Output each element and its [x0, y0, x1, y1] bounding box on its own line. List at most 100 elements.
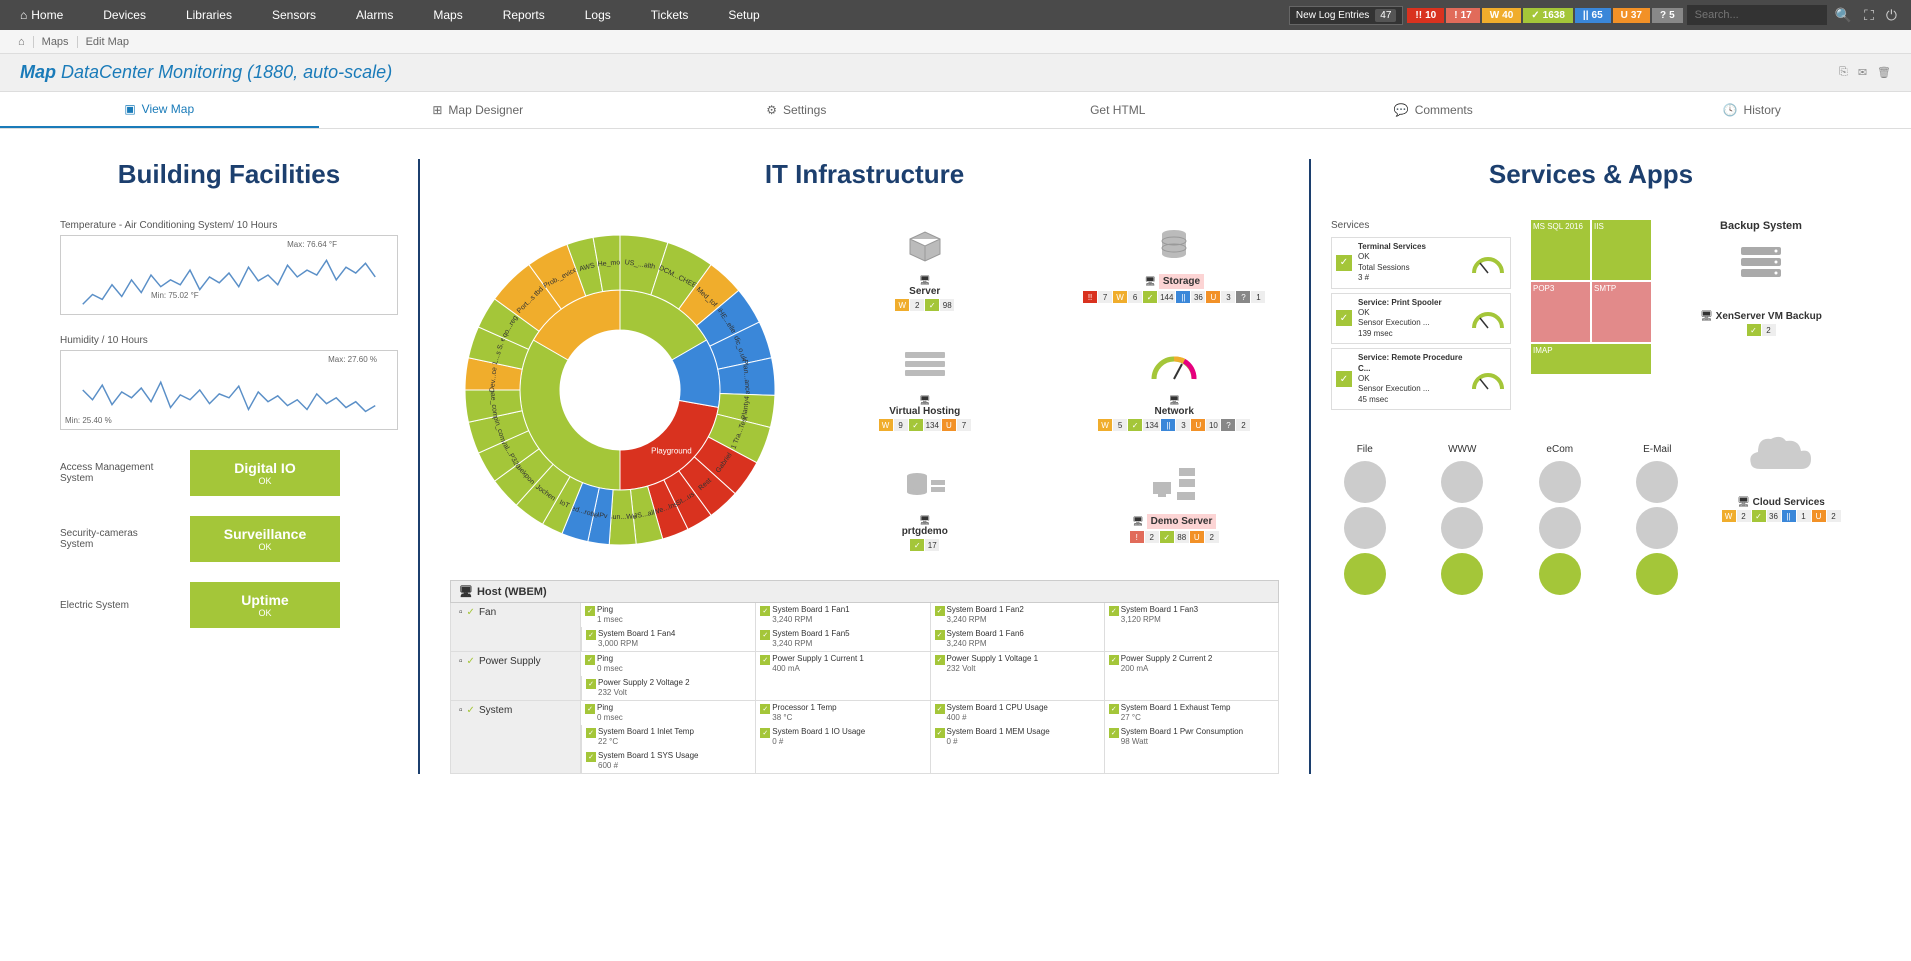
export-icon[interactable]: ⎘ — [1839, 66, 1848, 79]
log-entries[interactable]: New Log Entries 47 — [1289, 6, 1404, 25]
system-status-box[interactable]: UptimeOK — [190, 582, 340, 628]
service-item[interactable]: ✓ Service: Remote Procedure C...OKSensor… — [1331, 348, 1511, 410]
nav-home[interactable]: ⌂ Home — [0, 0, 83, 30]
expand-icon[interactable]: ▫ — [459, 607, 463, 618]
it-item[interactable]: 🖥 Server W2✓98 — [820, 220, 1030, 320]
status-badge[interactable]: W40 — [1482, 8, 1522, 23]
traffic-light[interactable]: E-Mail — [1636, 444, 1678, 595]
host-cat-label[interactable]: ▫✓ Fan — [451, 603, 581, 651]
service-item[interactable]: ✓ Terminal ServicesOKTotal Sessions3 # — [1331, 237, 1511, 289]
tree-cell[interactable]: IMAP — [1531, 344, 1651, 374]
sensor-cell[interactable]: ✓System Board 1 Fan53,240 RPM — [755, 627, 929, 651]
host-cat-label[interactable]: ▫✓ System — [451, 701, 581, 773]
humidity-chart[interactable]: Max: 27.60 % Min: 25.40 % — [60, 350, 398, 430]
delete-icon[interactable]: 🗑 — [1877, 66, 1891, 79]
expand-icon[interactable]: ▫ — [459, 656, 463, 667]
sensor-cell[interactable]: ✓System Board 1 Inlet Temp22 °C — [581, 725, 755, 749]
host-header[interactable]: 🖥 Host (WBEM) — [450, 580, 1279, 603]
tree-cell[interactable]: MS SQL 2016 — [1531, 220, 1590, 280]
tree-cell[interactable]: SMTP — [1592, 282, 1651, 342]
backup-item[interactable]: 🖥 XenServer VM Backup — [1671, 311, 1851, 322]
sensor-cell[interactable]: ✓Ping0 msec — [581, 701, 755, 725]
host-cat-label[interactable]: ▫✓ Power Supply — [451, 652, 581, 700]
sensor-cell[interactable]: ✓System Board 1 Fan33,120 RPM — [1104, 603, 1278, 627]
sensor-cell[interactable]: ✓System Board 1 Pwr Consumption98 Watt — [1104, 725, 1278, 749]
sensor-cell[interactable]: ✓Power Supply 2 Voltage 2232 Volt — [581, 676, 755, 700]
sensor-cell[interactable]: ✓Ping1 msec — [581, 603, 755, 627]
sunburst-chart[interactable]: PlaygroundUS_...althDCM...CHEEMed_tofiHE… — [450, 220, 790, 560]
fullscreen-icon[interactable]: ⛶ — [1860, 7, 1878, 24]
tab[interactable]: Get HTML — [956, 92, 1275, 128]
sensor-cell[interactable]: ✓System Board 1 Fan43,000 RPM — [581, 627, 755, 651]
search-input[interactable] — [1687, 5, 1827, 25]
status-badge[interactable]: ?5 — [1652, 8, 1683, 23]
nav-item[interactable]: Libraries — [166, 0, 252, 30]
breadcrumb-item[interactable]: Edit Map — [78, 36, 137, 48]
power-icon[interactable]: ⏻ — [1882, 7, 1901, 24]
status-badge[interactable]: U37 — [1613, 8, 1650, 23]
breadcrumb-home-icon[interactable]: ⌂ — [10, 36, 34, 48]
status-badge[interactable]: ||65 — [1575, 8, 1611, 23]
nav-item[interactable]: Logs — [565, 0, 631, 30]
tree-cell[interactable]: IIS — [1592, 220, 1651, 280]
sensor-cell[interactable]: ✓Power Supply 2 Current 2200 mA — [1104, 652, 1278, 676]
db-icon — [820, 460, 1030, 508]
nav-home-label: Home — [31, 8, 63, 22]
tab[interactable]: ⚙Settings — [637, 92, 956, 128]
device-icon: 🖥 — [1169, 395, 1180, 405]
nav-item[interactable]: Alarms — [336, 0, 413, 30]
it-item[interactable]: 🖥 prtgdemo ✓17 — [820, 460, 1030, 560]
traffic-light[interactable]: WWW — [1441, 444, 1483, 595]
log-label: New Log Entries — [1296, 10, 1369, 21]
tree-cell[interactable]: POP3 — [1531, 282, 1590, 342]
sensor-cell-empty — [930, 749, 1104, 773]
breadcrumb-item[interactable]: Maps — [34, 36, 78, 48]
temp-chart[interactable]: Max: 76.64 °F Min: 75.02 °F — [60, 235, 398, 315]
traffic-light[interactable]: File — [1344, 444, 1386, 595]
sensor-cell[interactable]: ✓System Board 1 MEM Usage0 # — [930, 725, 1104, 749]
sensor-cell[interactable]: ✓System Board 1 CPU Usage400 # — [930, 701, 1104, 725]
sensor-cell[interactable]: ✓System Board 1 Fan13,240 RPM — [755, 603, 929, 627]
tab[interactable]: ▣View Map — [0, 92, 319, 128]
treemap[interactable]: MS SQL 2016IISPOP3SMTPIMAP — [1531, 220, 1651, 414]
sensor-cell[interactable]: ✓Power Supply 1 Current 1400 mA — [755, 652, 929, 676]
sensor-cell[interactable]: ✓Processor 1 Temp38 °C — [755, 701, 929, 725]
humidity-chart-label: Humidity / 10 Hours — [60, 335, 398, 346]
it-item[interactable]: 🖥 Storage !!7W6✓144||36U3?1 — [1070, 220, 1280, 320]
cloud-services[interactable]: 🖥 Cloud Services — [1711, 497, 1851, 508]
tab[interactable]: 💬Comments — [1274, 92, 1593, 128]
system-status-box[interactable]: Digital IOOK — [190, 450, 340, 496]
search-icon[interactable]: 🔍 — [1831, 7, 1856, 24]
status-badge[interactable]: ✓1638 — [1523, 8, 1573, 23]
traffic-light[interactable]: eCom — [1539, 444, 1581, 595]
mail-icon[interactable]: ✉ — [1858, 66, 1867, 79]
nav-item[interactable]: Maps — [413, 0, 482, 30]
nav-item[interactable]: Devices — [83, 0, 166, 30]
nav-item[interactable]: Reports — [483, 0, 565, 30]
expand-icon[interactable]: ▫ — [459, 705, 463, 716]
it-item[interactable]: 🖥 Network W5✓134||3U10?2 — [1070, 340, 1280, 440]
system-status-box[interactable]: SurveillanceOK — [190, 516, 340, 562]
nav-item[interactable]: Setup — [708, 0, 779, 30]
sensor-cell[interactable]: ✓System Board 1 Fan63,240 RPM — [930, 627, 1104, 651]
nav-item[interactable]: Tickets — [631, 0, 709, 30]
status-badge[interactable]: !17 — [1446, 8, 1479, 23]
sensor-cell[interactable]: ✓Power Supply 1 Voltage 1232 Volt — [930, 652, 1104, 676]
service-item[interactable]: ✓ Service: Print SpoolerOKSensor Executi… — [1331, 293, 1511, 345]
check-icon: ✓ — [467, 705, 475, 716]
sensor-cell[interactable]: ✓Ping0 msec — [581, 652, 755, 676]
sensor-cell[interactable]: ✓System Board 1 IO Usage0 # — [755, 725, 929, 749]
sensor-cell[interactable]: ✓System Board 1 Exhaust Temp27 °C — [1104, 701, 1278, 725]
it-item[interactable]: 🖥 Demo Server !2✓88U2 — [1070, 460, 1280, 560]
sensor-cell[interactable]: ✓System Board 1 Fan23,240 RPM — [930, 603, 1104, 627]
nav-item[interactable]: Sensors — [252, 0, 336, 30]
tab[interactable]: 🕓History — [1593, 92, 1911, 128]
ok-icon: ✓ — [1109, 728, 1119, 738]
device-icon: 🖥 — [1737, 497, 1750, 508]
home-icon: ⌂ — [20, 8, 27, 22]
status-badge[interactable]: !!10 — [1407, 8, 1444, 23]
it-item[interactable]: 🖥 Virtual Hosting W9✓134U7 — [820, 340, 1030, 440]
sensor-cell[interactable]: ✓System Board 1 SYS Usage600 # — [581, 749, 755, 773]
tab[interactable]: ⊞Map Designer — [319, 92, 638, 128]
top-nav: ⌂ Home DevicesLibrariesSensorsAlarmsMaps… — [0, 0, 1911, 30]
